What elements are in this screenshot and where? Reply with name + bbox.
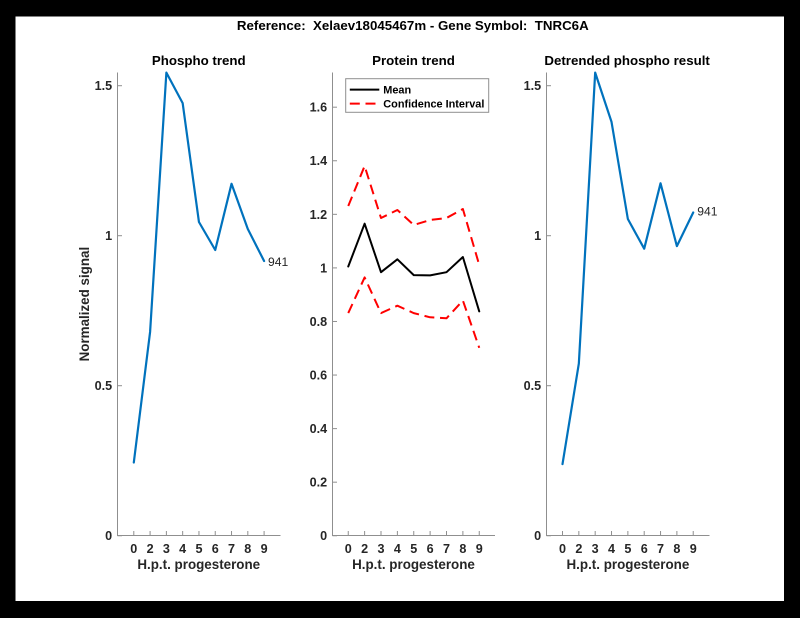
svg-text:1.4: 1.4 <box>310 154 328 168</box>
svg-text:0.4: 0.4 <box>310 422 328 436</box>
svg-text:4: 4 <box>394 542 401 556</box>
svg-text:1.2: 1.2 <box>310 208 328 222</box>
svg-text:9: 9 <box>261 542 268 556</box>
svg-text:6: 6 <box>641 542 648 556</box>
svg-text:1: 1 <box>534 229 541 243</box>
svg-text:0.6: 0.6 <box>310 368 328 382</box>
svg-text:3: 3 <box>592 542 599 556</box>
svg-text:Protein trend: Protein trend <box>372 53 455 68</box>
svg-text:6: 6 <box>212 542 219 556</box>
svg-text:0.8: 0.8 <box>310 315 328 329</box>
svg-text:Mean: Mean <box>383 85 411 97</box>
svg-text:941: 941 <box>268 255 288 269</box>
svg-text:5: 5 <box>195 542 202 556</box>
svg-text:0: 0 <box>320 529 327 543</box>
svg-text:7: 7 <box>228 542 235 556</box>
svg-text:941: 941 <box>697 204 717 218</box>
svg-text:1.6: 1.6 <box>310 101 328 115</box>
svg-text:Confidence Interval: Confidence Interval <box>383 99 484 111</box>
svg-text:0.2: 0.2 <box>310 476 328 490</box>
svg-text:0.5: 0.5 <box>524 379 542 393</box>
svg-text:6: 6 <box>427 542 434 556</box>
svg-text:0: 0 <box>105 529 112 543</box>
svg-text:Detrended phospho result: Detrended phospho result <box>544 53 710 68</box>
svg-text:Phospho trend: Phospho trend <box>152 53 246 68</box>
svg-text:Normalized signal: Normalized signal <box>77 247 92 362</box>
svg-text:3: 3 <box>163 542 170 556</box>
svg-text:2: 2 <box>575 542 582 556</box>
svg-text:5: 5 <box>624 542 631 556</box>
svg-text:4: 4 <box>179 542 186 556</box>
svg-text:4: 4 <box>608 542 615 556</box>
svg-text:7: 7 <box>657 542 664 556</box>
svg-text:H.p.t. progesterone: H.p.t. progesterone <box>352 557 475 572</box>
svg-text:7: 7 <box>443 542 450 556</box>
svg-text:1.5: 1.5 <box>95 79 113 93</box>
svg-text:8: 8 <box>459 542 466 556</box>
svg-text:1.5: 1.5 <box>524 79 542 93</box>
svg-text:0: 0 <box>559 542 566 556</box>
svg-text:Reference: Xelaev18045467m -: Reference: Xelaev18045467m - Gene Symbol… <box>237 18 589 33</box>
svg-text:0: 0 <box>534 529 541 543</box>
svg-text:1: 1 <box>320 261 327 275</box>
svg-text:3: 3 <box>377 542 384 556</box>
svg-text:H.p.t. progesterone: H.p.t. progesterone <box>567 557 690 572</box>
svg-text:2: 2 <box>361 542 368 556</box>
svg-text:H.p.t. progesterone: H.p.t. progesterone <box>137 557 260 572</box>
svg-text:8: 8 <box>673 542 680 556</box>
svg-text:9: 9 <box>476 542 483 556</box>
svg-text:9: 9 <box>690 542 697 556</box>
svg-text:0: 0 <box>130 542 137 556</box>
svg-text:0.5: 0.5 <box>95 379 113 393</box>
svg-text:5: 5 <box>410 542 417 556</box>
svg-text:1: 1 <box>105 229 112 243</box>
svg-text:8: 8 <box>244 542 251 556</box>
svg-text:0: 0 <box>345 542 352 556</box>
svg-text:2: 2 <box>147 542 154 556</box>
